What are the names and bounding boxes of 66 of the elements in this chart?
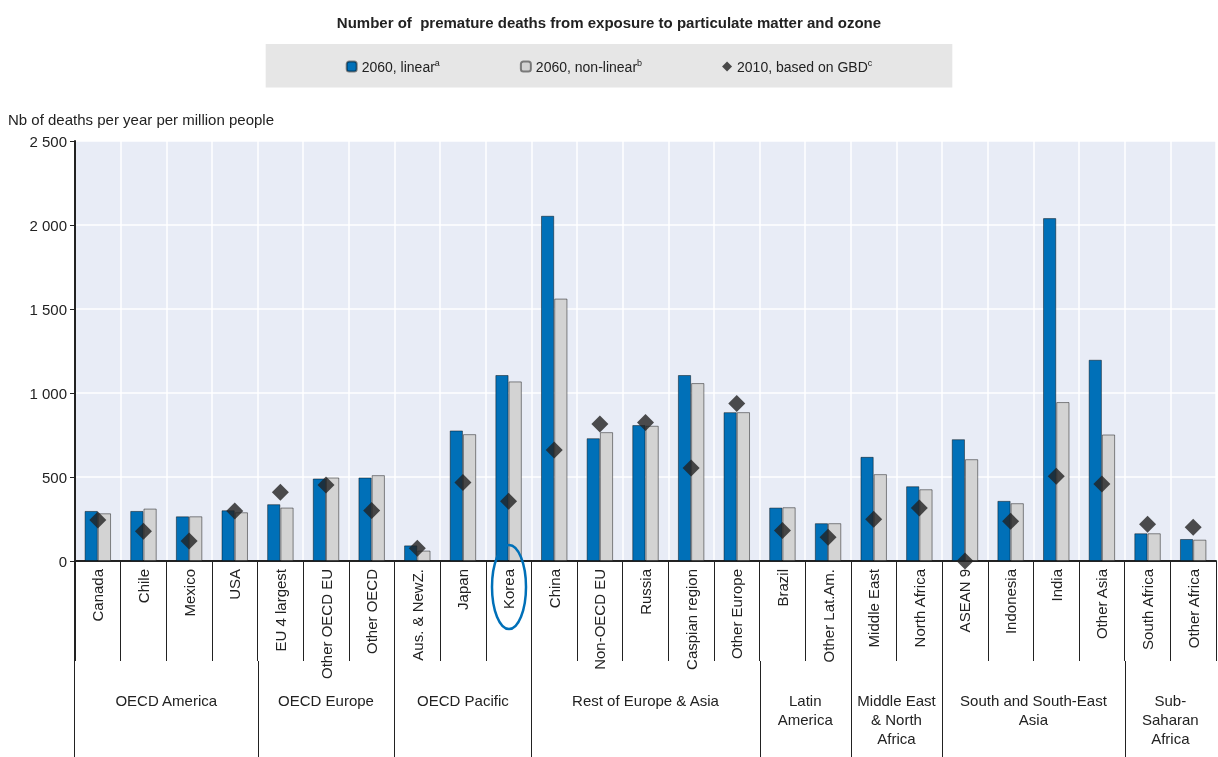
x-tick-label: Brazil — [773, 569, 791, 607]
point — [226, 502, 244, 520]
text: Middle East & North Africa — [856, 691, 937, 748]
point — [89, 511, 107, 529]
x-tick-label: USA — [226, 569, 244, 600]
x-tick-label: Other Africa — [1184, 568, 1202, 649]
y-axis-title: Nb of deaths per year per million people — [8, 111, 274, 128]
point — [773, 522, 791, 540]
text: Rest of Europe & Asia — [571, 691, 720, 710]
x-tick-label: Non-OECD EU — [591, 569, 609, 670]
point — [1093, 475, 1111, 493]
point — [1184, 518, 1202, 536]
x-tick-label: Other Europe — [728, 569, 746, 660]
point — [865, 510, 883, 528]
point — [682, 459, 700, 477]
point — [819, 528, 837, 546]
y-tick-label: 2 500 — [29, 132, 67, 150]
y-tick-label: 2 000 — [29, 216, 67, 234]
x-tick-label: South Africa — [1139, 568, 1157, 650]
x-tick-label: Caspian region — [682, 569, 700, 670]
x-tick-label: Other OECD — [363, 568, 381, 655]
point — [500, 492, 518, 510]
point — [591, 415, 609, 433]
y-tick-label: 1 000 — [29, 384, 67, 402]
text: Latin America — [776, 691, 834, 729]
x-tick-label: Russia — [637, 568, 654, 615]
point — [910, 499, 928, 517]
x-tick-label: China — [545, 568, 563, 609]
point — [134, 522, 152, 540]
text: OECD Europe — [277, 691, 375, 710]
chart-title: Number of premature deaths from exposure to particulate matter and ozone — [336, 14, 882, 31]
point — [454, 474, 472, 492]
point — [363, 502, 381, 520]
text: OECD America — [114, 691, 219, 710]
point — [408, 539, 426, 557]
point — [271, 483, 289, 501]
y-tick-label: 1 500 — [29, 300, 67, 318]
text: Sub-Saharan Africa — [1141, 691, 1200, 748]
point — [1002, 512, 1020, 530]
x-tick-label: North Africa — [910, 568, 928, 648]
x-tick-label: India — [1047, 568, 1065, 602]
x-tick-label: Canada — [89, 568, 107, 622]
x-tick-label: Japan — [454, 569, 472, 610]
x-tick-label: Other Asia — [1093, 568, 1111, 640]
x-tick-label: Aus. & NewZ. — [408, 569, 426, 661]
text: South and South-East Asia — [959, 691, 1108, 729]
x-tick-label: Middle East — [865, 568, 883, 648]
point — [317, 476, 335, 494]
x-tick-label: Korea — [500, 568, 518, 610]
x-tick-label: EU 4 largest — [271, 568, 289, 652]
x-tick-label: ASEAN 9 — [956, 569, 974, 633]
point — [728, 394, 746, 412]
x-tick-label: Chile — [134, 569, 152, 604]
point — [1047, 467, 1065, 485]
x-tick-label: Indonesia — [1002, 568, 1020, 635]
point — [956, 552, 974, 570]
y-tick-label: 0 — [58, 552, 67, 570]
x-tick-label: Other Lat.Am. — [819, 569, 837, 663]
point — [180, 532, 198, 550]
y-tick-label: 500 — [41, 468, 67, 486]
x-tick-label: Mexico — [180, 569, 198, 617]
point — [545, 441, 563, 459]
point — [637, 413, 654, 431]
point — [1139, 515, 1157, 533]
x-tick-label: Other OECD EU — [317, 569, 335, 680]
text: OECD Pacific — [416, 691, 510, 710]
